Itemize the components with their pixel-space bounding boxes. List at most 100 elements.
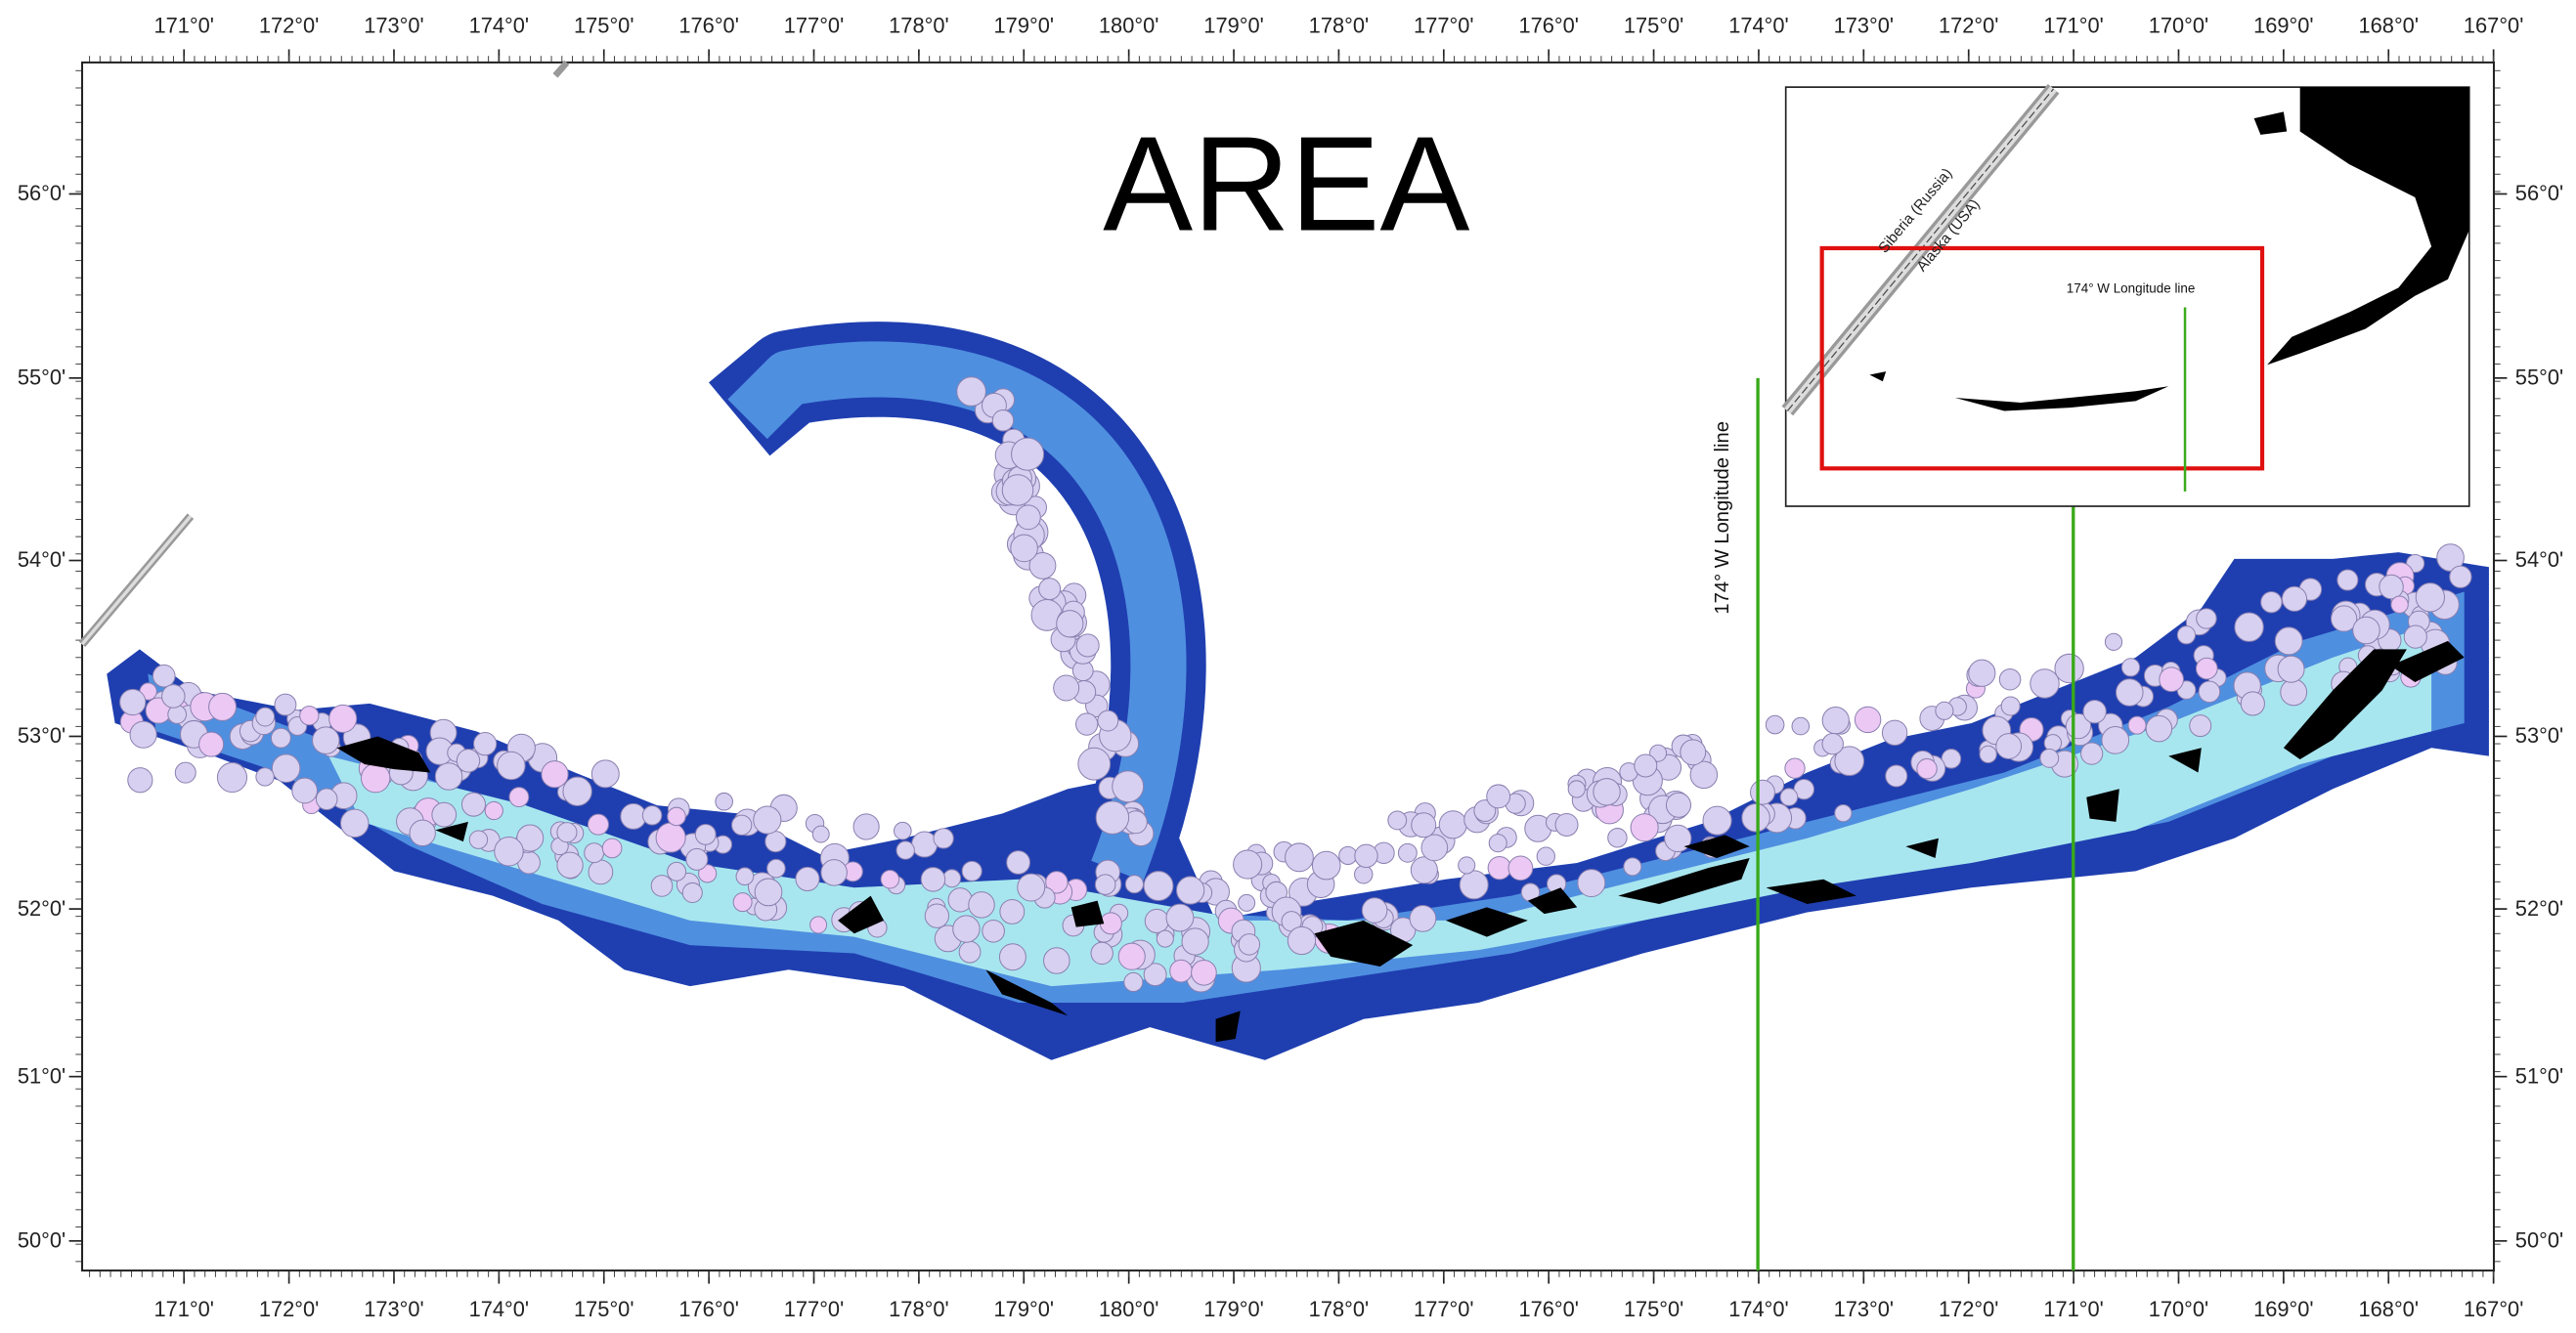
survey-point [300,707,319,725]
survey-point [1355,866,1373,883]
survey-point [602,838,622,858]
survey-point [2261,591,2282,612]
survey-point [1239,934,1259,955]
survey-point [2040,750,2059,768]
survey-point [1412,813,1436,838]
survey-point [1288,926,1315,954]
top-tick-label: 177°0' [1414,14,1473,38]
left-tick-label: 52°0' [18,896,65,921]
survey-point [361,763,389,792]
survey-point [1091,942,1113,964]
survey-point [153,665,175,687]
title: AREA [1103,108,1469,259]
survey-point [585,843,604,863]
survey-point [542,761,568,788]
survey-point [588,814,608,835]
survey-point [1681,740,1706,765]
right-tick-label: 52°0' [2515,896,2563,921]
bottom-tick-label: 178°0' [889,1297,948,1321]
survey-point [2337,570,2358,590]
survey-point [1780,789,1798,806]
survey-point [736,868,754,885]
survey-point [796,867,819,890]
survey-point [1608,829,1627,847]
survey-point [962,861,982,881]
survey-point [1095,875,1115,895]
survey-point [1421,835,1448,861]
survey-point [1007,851,1030,875]
survey-point [329,705,357,732]
survey-point [2083,701,2106,723]
bottom-tick-label: 174°0' [1728,1297,1788,1321]
survey-point [162,685,186,709]
survey-point [275,694,296,715]
survey-point [1039,579,1061,600]
bottom-tick-label: 180°0' [1099,1297,1158,1321]
survey-point [469,831,487,848]
survey-point [1980,746,1996,762]
bottom-tick-label: 173°0' [364,1297,423,1321]
survey-point [1785,758,1805,778]
survey-point [1124,972,1143,991]
right-tick-label: 50°0' [2515,1228,2563,1253]
survey-point [1742,804,1770,833]
bottom-tick-label: 175°0' [574,1297,633,1321]
survey-point [767,859,786,878]
survey-point [1098,710,1118,731]
survey-point [1012,438,1044,470]
survey-point [1182,928,1208,955]
survey-point [1018,874,1045,901]
survey-point [1578,870,1605,897]
top-tick-label: 179°0' [994,14,1054,38]
page: {"title": "AREA", "longitude_labels": ["… [0,0,2576,1333]
survey-point [1917,758,1937,778]
survey-point [2197,609,2216,628]
survey-point [1822,707,1849,733]
survey-point [175,762,196,783]
survey-point [765,832,786,852]
bottom-tick-label: 178°0' [1309,1297,1369,1321]
survey-point [1936,702,1953,719]
bottom-tick-label: 176°0' [1518,1297,1578,1321]
survey-point [1057,611,1083,637]
survey-point [2416,583,2444,612]
survey-point [1882,720,1906,745]
survey-point [2030,669,2059,698]
survey-point [1096,801,1129,835]
top-tick-label: 168°0' [2359,14,2419,38]
survey-point [509,788,529,807]
survey-point [1002,475,1032,505]
bottom-tick-label: 171°0' [2043,1297,2103,1321]
inset-annotation: 174° W Longitude line [2067,280,2196,295]
survey-point [292,778,318,803]
top-tick-label: 176°0' [1518,14,1578,38]
survey-point [1555,813,1578,836]
survey-point [410,820,435,845]
survey-point [2281,679,2307,706]
survey-point [1568,781,1585,797]
survey-point [1410,906,1436,932]
survey-point [1751,780,1775,804]
right-tick-label: 54°0' [2515,547,2563,572]
survey-point [2275,627,2302,655]
survey-point [2160,667,2184,692]
survey-point [1170,960,1193,982]
bottom-tick-label: 174°0' [469,1297,529,1321]
survey-point [589,860,613,884]
survey-point [2121,659,2139,676]
survey-point [1855,707,1880,732]
survey-point [432,802,457,827]
survey-point [668,862,686,881]
survey-point [340,809,368,838]
top-tick-label: 173°0' [1834,14,1894,38]
survey-point [2241,692,2264,715]
survey-point [2282,586,2306,611]
survey-point [256,708,275,726]
survey-point [1076,713,1098,735]
left-tick-label: 53°0' [18,723,65,748]
survey-point [563,777,591,805]
survey-point [1339,846,1357,864]
survey-point [1177,877,1204,904]
survey-point [754,806,781,834]
survey-point [2081,743,2103,764]
